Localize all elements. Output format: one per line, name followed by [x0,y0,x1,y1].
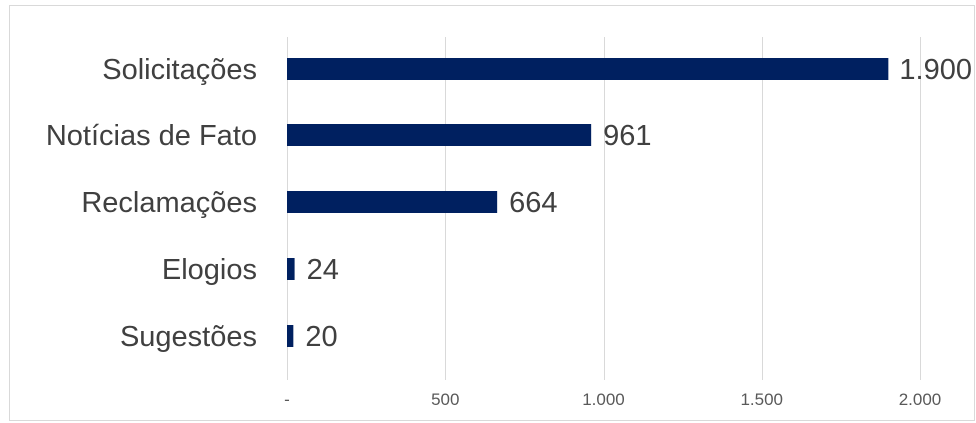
value-label-1: 961 [603,120,651,152]
bar-0 [287,58,889,80]
bar-2 [287,191,498,213]
category-label-2: Reclamações [81,187,257,219]
labels: - 500 1.000 1.500 2.000 Solicitações 1.900 Notí… [46,54,972,409]
bar-1 [287,124,592,146]
value-label-3: 24 [307,254,339,286]
bars [287,58,889,347]
category-label-4: Sugestões [120,321,257,353]
value-label-2: 664 [509,187,557,219]
category-label-1: Notícias de Fato [46,120,257,152]
category-label-0: Solicitações [102,54,257,86]
x-tick-label-0: - [284,390,290,409]
value-label-4: 20 [305,321,337,353]
category-label-3: Elogios [162,254,257,286]
x-tick-label-1: 500 [431,390,459,409]
x-tick-label-2: 1.000 [582,390,625,409]
bar-4 [287,325,294,347]
bar-3 [287,258,295,280]
x-tick-label-3: 1.500 [740,390,783,409]
value-label-0: 1.900 [899,54,972,86]
x-tick-label-4: 2.000 [899,390,942,409]
